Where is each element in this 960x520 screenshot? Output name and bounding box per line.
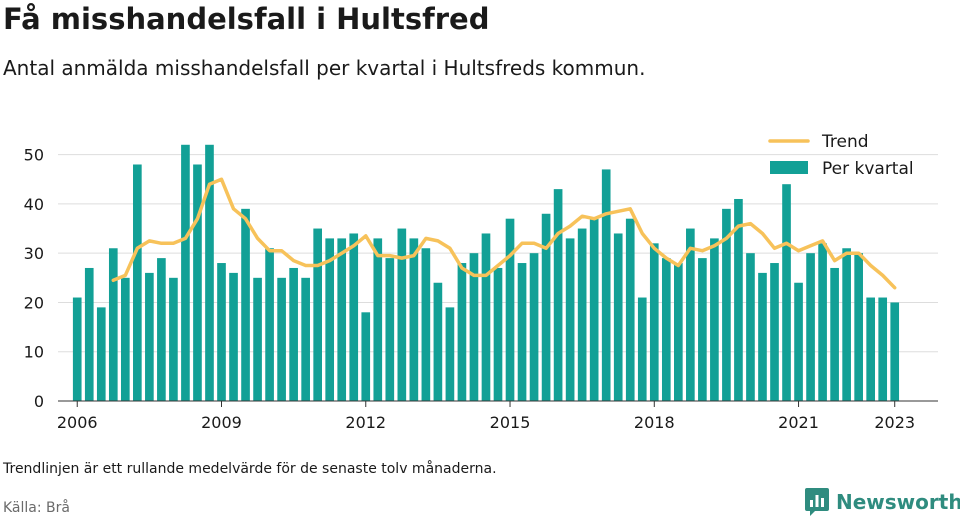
- page-subtitle: Antal anmälda misshandelsfall per kvarta…: [3, 56, 646, 80]
- bar: [878, 297, 888, 401]
- bar: [265, 248, 274, 401]
- bar: [770, 263, 779, 401]
- x-tick-label: 2009: [201, 413, 242, 432]
- bar: [541, 213, 551, 401]
- bar: [854, 253, 863, 401]
- bar: [637, 297, 647, 401]
- bar: [565, 238, 575, 401]
- bar: [782, 184, 791, 401]
- bar: [253, 277, 262, 401]
- trend: [111, 177, 897, 290]
- bar: [108, 248, 118, 401]
- x-tick-label: 2006: [57, 413, 98, 432]
- bar: [577, 228, 587, 401]
- y-tick-label: 30: [24, 244, 44, 263]
- bar: [457, 263, 467, 401]
- bar: [205, 144, 214, 402]
- x-tick-label: 2012: [345, 413, 386, 432]
- bar: [710, 238, 719, 401]
- bar: [649, 243, 659, 401]
- newsworthy-logo-icon: [805, 488, 829, 516]
- bar: [818, 243, 827, 401]
- legend-label-bars: Per kvartal: [822, 159, 914, 179]
- y-tick-label: 40: [24, 195, 44, 214]
- bar: [589, 218, 599, 401]
- bar: [493, 267, 503, 401]
- bar: [505, 218, 515, 401]
- bar: [397, 228, 407, 401]
- bar: [517, 263, 527, 401]
- bar: [890, 302, 900, 401]
- bar: [301, 277, 310, 401]
- footnote: Trendlinjen är ett rullande medelvärde f…: [3, 461, 497, 477]
- bar: [601, 169, 611, 401]
- bar: [241, 208, 250, 401]
- bar: [674, 263, 683, 401]
- x-tick-label: 2021: [778, 413, 819, 432]
- bar: [830, 267, 839, 401]
- brand-name: Newsworthy: [836, 490, 960, 514]
- bar: [349, 233, 359, 401]
- bar: [409, 238, 419, 401]
- x-tick-label: 2023: [874, 413, 915, 432]
- bar: [625, 218, 635, 401]
- legend-swatch-bars: [770, 161, 808, 174]
- bar: [529, 253, 539, 401]
- bar: [120, 277, 130, 401]
- bar: [842, 248, 851, 401]
- bar: [686, 228, 695, 401]
- bar: [445, 307, 455, 401]
- bar: [746, 253, 755, 401]
- bar: [169, 277, 178, 401]
- bar: [661, 258, 671, 401]
- bar: [373, 238, 383, 401]
- bar: [289, 267, 298, 401]
- page-title: Få misshandelsfall i Hultsfred: [3, 2, 490, 36]
- bar: [469, 253, 479, 401]
- bar: [758, 272, 767, 401]
- y-tick-label: 0: [34, 392, 44, 411]
- bar: [313, 228, 322, 401]
- bar: [72, 297, 82, 401]
- bar: [481, 233, 491, 401]
- trend-line: [111, 177, 897, 290]
- bar: [157, 258, 166, 401]
- legend: Trend Per kvartal: [768, 132, 914, 179]
- x-tick-label: 2018: [634, 413, 675, 432]
- bar: [806, 253, 815, 401]
- legend-label-trend: Trend: [821, 132, 869, 152]
- bar: [433, 282, 443, 401]
- y-tick-label: 50: [24, 146, 44, 165]
- bar: [229, 272, 238, 401]
- bar: [217, 263, 226, 401]
- bar: [385, 258, 395, 401]
- x-tick-label: 2015: [490, 413, 531, 432]
- bars: [72, 144, 900, 402]
- bar: [698, 258, 707, 401]
- bar: [145, 272, 154, 401]
- bar: [96, 307, 106, 401]
- y-tick-label: 10: [24, 343, 44, 362]
- source-note: Källa: Brå: [3, 500, 70, 516]
- bar: [722, 208, 731, 401]
- y-tick-label: 20: [24, 293, 44, 312]
- bar: [553, 189, 563, 401]
- bar: [421, 248, 431, 401]
- bar: [794, 282, 803, 401]
- bar: [613, 233, 623, 401]
- bar: [734, 198, 743, 401]
- bar: [181, 144, 190, 402]
- bar: [133, 164, 142, 401]
- bar: [193, 164, 202, 401]
- bar: [866, 297, 876, 401]
- bar: [337, 238, 347, 401]
- brand-logo[interactable]: Newsworthy: [804, 487, 960, 517]
- bar: [325, 238, 335, 401]
- bar: [277, 277, 286, 401]
- bar: [84, 267, 94, 401]
- axes: 0 10 20 30 40 50 2006 2009 2012 2015 2018 2021 2023: [24, 146, 938, 432]
- bar: [361, 312, 371, 401]
